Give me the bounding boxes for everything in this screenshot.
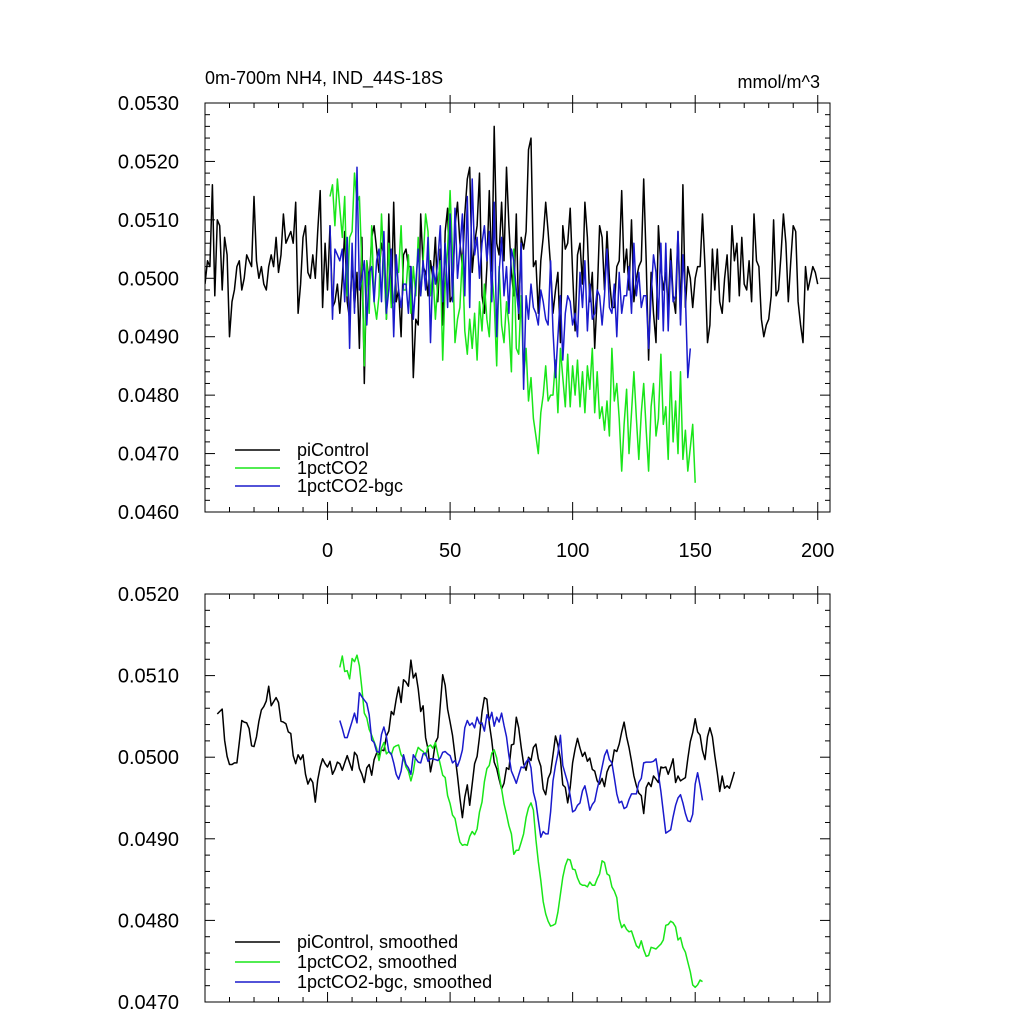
- y-tick-label: 0.0510: [118, 666, 179, 688]
- units-label: mmol/m^3: [738, 72, 820, 92]
- y-tick-label: 0.0530: [118, 93, 179, 115]
- legend-label: 1pctCO2, smoothed: [297, 952, 457, 972]
- x-tick-label: 0: [322, 540, 333, 562]
- series-line-0: [205, 125, 819, 385]
- y-tick-label: 0.0500: [118, 268, 179, 290]
- top-panel: 0m-700m NH4, IND_44S-18S mmol/m^3 0.0460 0.…: [118, 68, 835, 562]
- legend-label: piControl, smoothed: [297, 932, 458, 952]
- series-line-1: [329, 172, 696, 483]
- legend-label: 1pctCO2-bgc, smoothed: [297, 972, 492, 992]
- y-tick-label: 0.0490: [118, 829, 179, 851]
- series-group: [205, 125, 819, 483]
- y-tick-label: 0.0480: [118, 910, 179, 932]
- y-tick-label: 0.0470: [118, 444, 179, 466]
- y-tick-label: 0.0500: [118, 747, 179, 769]
- legend-label: 1pctCO2-bgc: [297, 476, 403, 496]
- plot-frame: [204, 593, 831, 1003]
- chart-title: 0m-700m NH4, IND_44S-18S: [205, 68, 443, 89]
- legend-label: piControl: [297, 440, 369, 460]
- x-tick-label: 50: [439, 540, 461, 562]
- series-line-1: [339, 654, 703, 989]
- y-tick-label: 0.0520: [118, 151, 179, 173]
- y-tick-label: 0.0490: [118, 327, 179, 349]
- y-tick-label: 0.0520: [118, 584, 179, 606]
- series-line-2: [329, 166, 692, 391]
- bottom-panel: 0.0470 0.0480 0.0490 0.0500 0.0510 0.0520 piCo…: [118, 584, 831, 1014]
- series-line-0: [216, 659, 736, 819]
- y-tick-label: 0.0480: [118, 385, 179, 407]
- legend-label: 1pctCO2: [297, 458, 368, 478]
- y-tick-label: 0.0510: [118, 210, 179, 232]
- x-tick-label: 100: [556, 540, 589, 562]
- series-line-2: [339, 691, 704, 838]
- x-tick-label: 150: [679, 540, 712, 562]
- plot-frame: [204, 102, 831, 513]
- y-tick-label: 0.0470: [118, 992, 179, 1014]
- x-tick-label: 200: [801, 540, 834, 562]
- series-group: [216, 654, 736, 989]
- y-tick-label: 0.0460: [118, 502, 179, 524]
